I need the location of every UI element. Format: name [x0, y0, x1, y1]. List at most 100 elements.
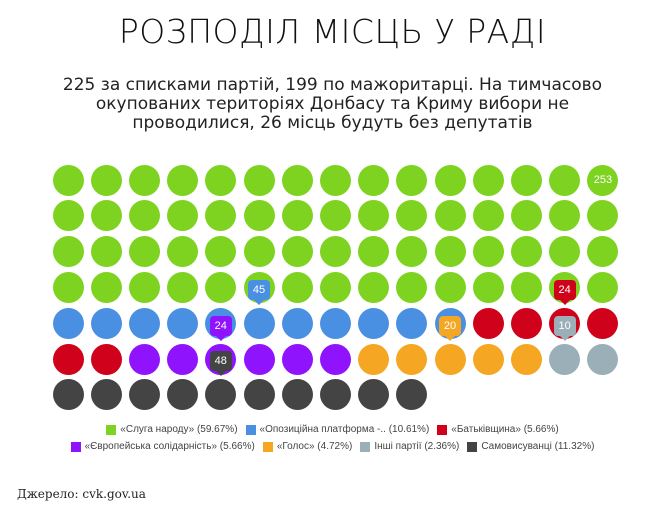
- waffle-dot[interactable]: [434, 164, 466, 196]
- waffle-dot[interactable]: [549, 164, 581, 196]
- waffle-dot[interactable]: [90, 200, 122, 232]
- waffle-dot[interactable]: [319, 307, 351, 339]
- waffle-dot[interactable]: [90, 307, 122, 339]
- waffle-dot[interactable]: [319, 236, 351, 268]
- waffle-dot[interactable]: [90, 343, 122, 375]
- waffle-dot[interactable]: [396, 271, 428, 303]
- waffle-dot[interactable]: [281, 200, 313, 232]
- waffle-dot[interactable]: [358, 379, 390, 411]
- waffle-dot[interactable]: [358, 236, 390, 268]
- waffle-dot[interactable]: [128, 307, 160, 339]
- waffle-dot[interactable]: [358, 200, 390, 232]
- waffle-dot[interactable]: [167, 164, 199, 196]
- waffle-dot[interactable]: [510, 343, 542, 375]
- waffle-dot[interactable]: [319, 164, 351, 196]
- waffle-dot[interactable]: [128, 379, 160, 411]
- waffle-dot[interactable]: [510, 307, 542, 339]
- waffle-dot[interactable]: [510, 236, 542, 268]
- waffle-dot[interactable]: [281, 271, 313, 303]
- waffle-dot[interactable]: [319, 200, 351, 232]
- waffle-dot[interactable]: [167, 271, 199, 303]
- waffle-dot[interactable]: [52, 164, 84, 196]
- waffle-dot[interactable]: [434, 236, 466, 268]
- waffle-dot[interactable]: [434, 271, 466, 303]
- waffle-dot[interactable]: [243, 164, 275, 196]
- waffle-dot[interactable]: [319, 379, 351, 411]
- waffle-dot[interactable]: [167, 200, 199, 232]
- waffle-dot[interactable]: [243, 236, 275, 268]
- waffle-dot[interactable]: [281, 236, 313, 268]
- waffle-dot[interactable]: [396, 164, 428, 196]
- waffle-dot[interactable]: [243, 200, 275, 232]
- waffle-dot[interactable]: [472, 271, 504, 303]
- waffle-dot[interactable]: [587, 200, 619, 232]
- waffle-dot[interactable]: [128, 343, 160, 375]
- waffle-dot[interactable]: [396, 379, 428, 411]
- waffle-dot[interactable]: [128, 200, 160, 232]
- waffle-dot[interactable]: [243, 379, 275, 411]
- waffle-dot[interactable]: [52, 343, 84, 375]
- waffle-dot[interactable]: [167, 343, 199, 375]
- waffle-dot[interactable]: [472, 164, 504, 196]
- waffle-dot[interactable]: [90, 164, 122, 196]
- waffle-dot[interactable]: [52, 236, 84, 268]
- legend-item-holos[interactable]: «Голос» (4.72%): [262, 441, 352, 452]
- waffle-dot[interactable]: [205, 236, 237, 268]
- waffle-dot[interactable]: [434, 200, 466, 232]
- waffle-dot[interactable]: [128, 164, 160, 196]
- waffle-dot[interactable]: [472, 343, 504, 375]
- waffle-dot[interactable]: [587, 343, 619, 375]
- waffle-dot[interactable]: [167, 379, 199, 411]
- waffle-dot[interactable]: [205, 271, 237, 303]
- waffle-dot[interactable]: [281, 307, 313, 339]
- waffle-dot[interactable]: [167, 236, 199, 268]
- waffle-dot[interactable]: [434, 343, 466, 375]
- waffle-dot[interactable]: [243, 343, 275, 375]
- waffle-dot[interactable]: [281, 379, 313, 411]
- waffle-dot[interactable]: [52, 200, 84, 232]
- legend-item-opzzh[interactable]: «Опозиційна платформа -.. (10.61%): [245, 424, 429, 435]
- waffle-dot[interactable]: [510, 200, 542, 232]
- waffle-dot[interactable]: [358, 164, 390, 196]
- waffle-dot[interactable]: [549, 236, 581, 268]
- waffle-dot[interactable]: [90, 236, 122, 268]
- waffle-dot[interactable]: [587, 271, 619, 303]
- legend-item-yevropeiska-solidarnist[interactable]: «Європейська солідарність» (5.66%): [70, 441, 255, 452]
- waffle-dot[interactable]: [319, 271, 351, 303]
- waffle-dot[interactable]: [52, 379, 84, 411]
- waffle-dot[interactable]: [281, 164, 313, 196]
- waffle-dot[interactable]: [243, 307, 275, 339]
- waffle-dot[interactable]: [90, 379, 122, 411]
- waffle-dot[interactable]: [90, 271, 122, 303]
- waffle-dot[interactable]: [205, 164, 237, 196]
- waffle-dot[interactable]: [319, 343, 351, 375]
- waffle-dot[interactable]: [549, 343, 581, 375]
- waffle-dot[interactable]: [472, 236, 504, 268]
- waffle-dot[interactable]: [510, 164, 542, 196]
- waffle-dot[interactable]: [167, 307, 199, 339]
- legend-item-sluha-narodu[interactable]: «Слуга народу» (59.67%): [106, 424, 238, 435]
- waffle-dot[interactable]: [128, 236, 160, 268]
- legend-item-other-parties[interactable]: Інші партії (2.36%): [360, 441, 459, 452]
- waffle-dot[interactable]: [205, 200, 237, 232]
- waffle-dot[interactable]: [396, 236, 428, 268]
- waffle-dot[interactable]: [128, 271, 160, 303]
- waffle-dot[interactable]: [52, 271, 84, 303]
- waffle-dot[interactable]: [396, 307, 428, 339]
- waffle-dot[interactable]: [358, 271, 390, 303]
- waffle-dot[interactable]: [358, 307, 390, 339]
- waffle-dot[interactable]: [549, 200, 581, 232]
- waffle-dot[interactable]: [472, 307, 504, 339]
- waffle-dot[interactable]: [358, 343, 390, 375]
- waffle-dot[interactable]: [281, 343, 313, 375]
- waffle-dot[interactable]: [587, 236, 619, 268]
- waffle-dot[interactable]: [396, 343, 428, 375]
- waffle-dot[interactable]: [205, 379, 237, 411]
- waffle-dot[interactable]: [510, 271, 542, 303]
- legend-item-self-nominated[interactable]: Самовисуванці (11.32%): [467, 441, 594, 452]
- waffle-dot[interactable]: [396, 200, 428, 232]
- waffle-dot[interactable]: [587, 307, 619, 339]
- legend-item-batkivshchyna[interactable]: «Батьківщина» (5.66%): [437, 424, 559, 435]
- waffle-dot[interactable]: [52, 307, 84, 339]
- waffle-dot[interactable]: [472, 200, 504, 232]
